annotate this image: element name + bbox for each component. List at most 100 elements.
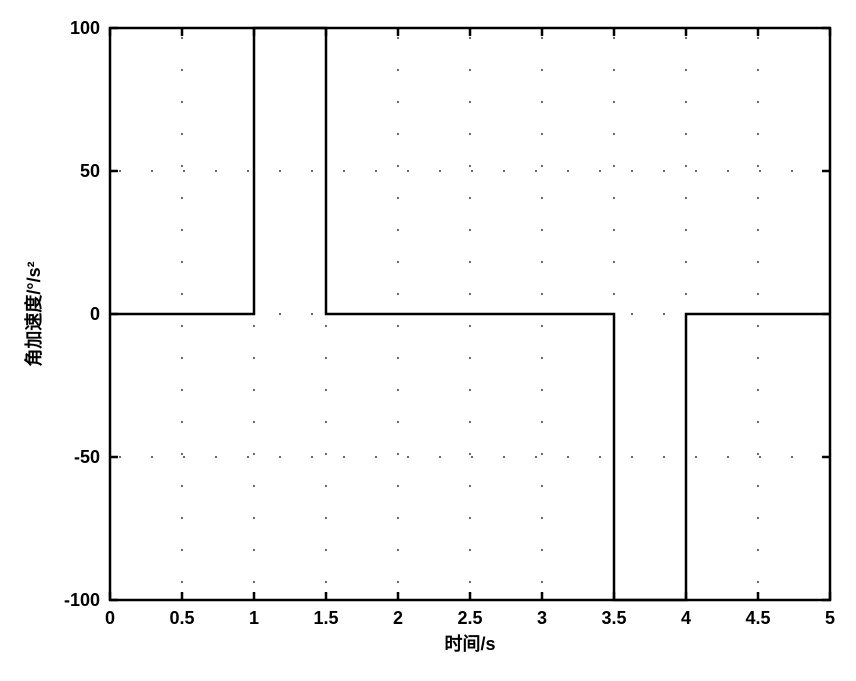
grid-dot — [685, 37, 687, 39]
grid-dot — [181, 197, 183, 199]
grid-dot — [599, 170, 601, 172]
grid-dot — [343, 456, 345, 458]
grid-dot — [325, 485, 327, 487]
grid-dot — [791, 456, 793, 458]
grid-dot — [215, 170, 217, 172]
grid-dot — [757, 517, 759, 519]
grid-dot — [541, 485, 543, 487]
grid-dot — [469, 133, 471, 135]
grid-dot — [541, 581, 543, 583]
grid-dot — [311, 456, 313, 458]
grid-dot — [469, 549, 471, 551]
grid-dot — [469, 261, 471, 263]
y-tick-label: 0 — [90, 304, 100, 324]
grid-dot — [613, 261, 615, 263]
y-tick-label: 50 — [80, 161, 100, 181]
grid-dot — [325, 517, 327, 519]
grid-dot — [325, 421, 327, 423]
grid-dot — [613, 133, 615, 135]
grid-dot — [759, 170, 761, 172]
grid-dot — [325, 581, 327, 583]
grid-dot — [407, 170, 409, 172]
grid-dot — [181, 229, 183, 231]
grid-dot — [397, 165, 399, 167]
grid-dot — [397, 517, 399, 519]
grid-dot — [397, 37, 399, 39]
grid-dot — [439, 456, 441, 458]
grid-dot — [685, 133, 687, 135]
grid-dot — [685, 293, 687, 295]
grid-dot — [397, 357, 399, 359]
grid-dot — [469, 453, 471, 455]
grid-dot — [325, 357, 327, 359]
grid-dot — [181, 69, 183, 71]
grid-dot — [469, 357, 471, 359]
grid-dot — [253, 389, 255, 391]
chart-container: 00.511.522.533.544.55-100-50050100时间/s角加… — [0, 0, 856, 681]
grid-dot — [685, 229, 687, 231]
grid-dot — [151, 170, 153, 172]
grid-dot — [119, 456, 121, 458]
grid-dot — [151, 456, 153, 458]
grid-dot — [757, 389, 759, 391]
grid-dot — [181, 325, 183, 327]
grid-dot — [253, 485, 255, 487]
grid-dot — [397, 101, 399, 103]
grid-dot — [183, 456, 185, 458]
grid-dot — [181, 581, 183, 583]
grid-dot — [119, 170, 121, 172]
grid-dot — [279, 456, 281, 458]
grid-dot — [541, 517, 543, 519]
x-tick-label: 0.5 — [169, 608, 194, 628]
grid-dot — [397, 421, 399, 423]
grid-dot — [181, 357, 183, 359]
grid-dot — [181, 101, 183, 103]
x-tick-label: 4 — [681, 608, 691, 628]
grid-dot — [325, 453, 327, 455]
grid-dot — [397, 229, 399, 231]
grid-dot — [469, 37, 471, 39]
grid-dot — [663, 170, 665, 172]
grid-dot — [535, 456, 537, 458]
grid-dot — [541, 453, 543, 455]
grid-dot — [469, 485, 471, 487]
x-tick-label: 1 — [249, 608, 259, 628]
grid-dot — [727, 456, 729, 458]
grid-dot — [541, 293, 543, 295]
grid-dot — [613, 37, 615, 39]
grid-dot — [215, 456, 217, 458]
grid-dot — [685, 261, 687, 263]
grid-dot — [791, 170, 793, 172]
grid-dot — [695, 456, 697, 458]
grid-dot — [181, 453, 183, 455]
grid-dot — [469, 69, 471, 71]
grid-dot — [541, 37, 543, 39]
x-tick-label: 3 — [537, 608, 547, 628]
grid-dot — [181, 549, 183, 551]
grid-dot — [253, 581, 255, 583]
grid-dot — [181, 517, 183, 519]
grid-dot — [663, 456, 665, 458]
grid-dot — [757, 325, 759, 327]
grid-dot — [279, 313, 281, 315]
grid-dot — [567, 170, 569, 172]
grid-dot — [253, 517, 255, 519]
grid-dot — [397, 325, 399, 327]
grid-dot — [397, 293, 399, 295]
grid-dot — [757, 197, 759, 199]
grid-dot — [541, 133, 543, 135]
grid-dot — [253, 421, 255, 423]
grid-dot — [469, 293, 471, 295]
grid-dot — [397, 581, 399, 583]
grid-dot — [181, 421, 183, 423]
grid-dot — [613, 197, 615, 199]
grid-dot — [181, 261, 183, 263]
grid-dot — [397, 549, 399, 551]
grid-dot — [503, 170, 505, 172]
grid-dot — [541, 325, 543, 327]
grid-dot — [541, 421, 543, 423]
grid-dot — [279, 170, 281, 172]
x-tick-label: 2.5 — [457, 608, 482, 628]
grid-dot — [311, 170, 313, 172]
chart-svg: 00.511.522.533.544.55-100-50050100时间/s角加… — [0, 0, 856, 681]
